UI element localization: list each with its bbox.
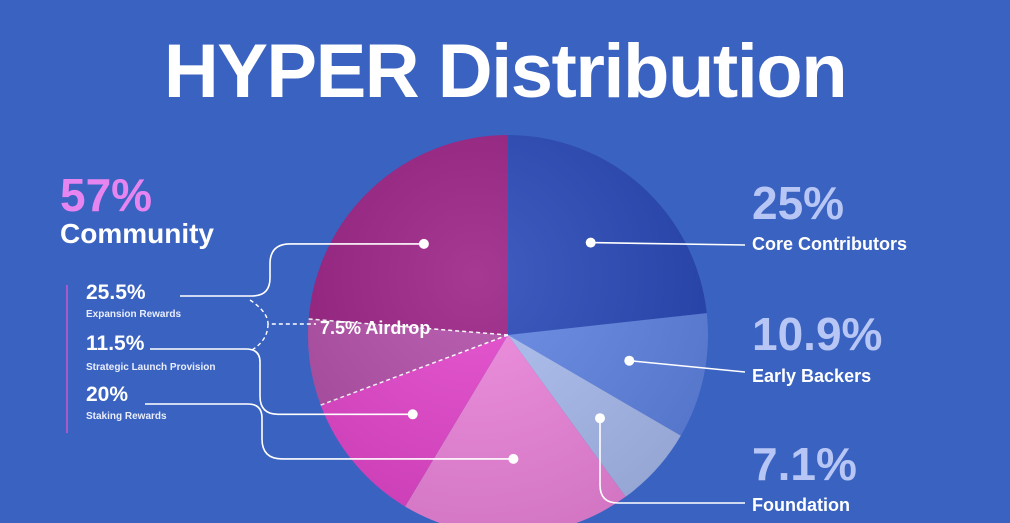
core-contributors-percent: 25% — [752, 177, 845, 229]
strategic-launch-leader-line — [150, 348, 413, 416]
expansion-rewards-percent: 25.5% — [86, 281, 146, 304]
core-contributors-leader-line — [590, 241, 746, 246]
expansion-rewards-leader-dot — [418, 238, 429, 249]
community-divider — [66, 285, 68, 433]
early-backers-label: Early Backers — [752, 366, 872, 386]
staking-rewards-leader-line — [145, 403, 514, 460]
foundation-percent: 7.1% — [752, 438, 857, 490]
expansion-rewards-label: Expansion Rewards — [86, 309, 182, 320]
early-backers-leader-dot — [624, 355, 635, 366]
strategic-launch-label: Strategic Launch Provision — [86, 362, 216, 373]
airdrop-label: 7.5% Airdrop — [320, 318, 431, 338]
airdrop-bracket — [249, 299, 316, 351]
foundation-label: Foundation — [752, 495, 850, 515]
expansion-rewards-leader-line — [180, 243, 424, 297]
community-label: Community — [60, 218, 214, 249]
foundation-leader-dot — [595, 413, 605, 424]
pie-shading — [308, 135, 708, 523]
strategic-launch-percent: 11.5% — [86, 332, 145, 355]
staking-rewards-percent: 20% — [86, 383, 129, 406]
core-contributors-label: Core Contributors — [752, 234, 907, 254]
foundation-leader-line — [599, 418, 745, 504]
community-percent: 57% — [60, 169, 153, 221]
early-backers-percent: 10.9% — [752, 308, 883, 360]
strategic-launch-leader-dot — [407, 409, 418, 420]
early-backers-leader-line — [629, 359, 746, 373]
staking-rewards-leader-dot — [508, 453, 519, 464]
core-contributors-leader-dot — [585, 237, 596, 248]
staking-rewards-label: Staking Rewards — [86, 411, 167, 422]
chart-title: HYPER Distribution — [163, 29, 848, 114]
